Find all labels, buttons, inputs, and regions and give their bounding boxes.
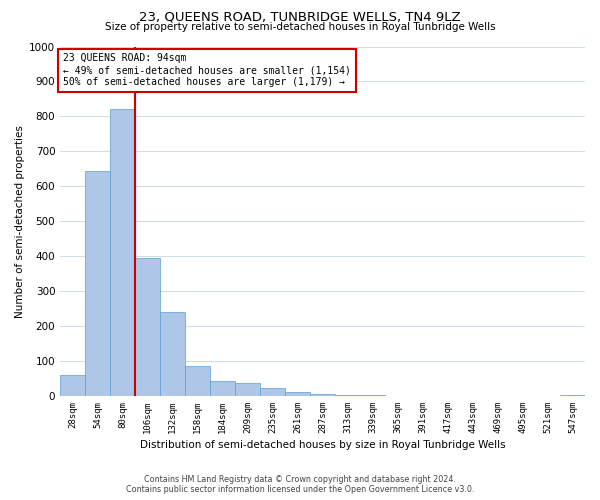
Bar [60, 375, 85, 396]
Bar [360, 395, 385, 396]
Bar [235, 383, 260, 396]
Text: 23, QUEENS ROAD, TUNBRIDGE WELLS, TN4 9LZ: 23, QUEENS ROAD, TUNBRIDGE WELLS, TN4 9L… [139, 11, 461, 24]
Bar [185, 366, 210, 396]
Bar [285, 392, 310, 396]
Bar [110, 110, 135, 396]
Bar [210, 382, 235, 396]
Bar [85, 170, 110, 396]
Text: 23 QUEENS ROAD: 94sqm
← 49% of semi-detached houses are smaller (1,154)
50% of s: 23 QUEENS ROAD: 94sqm ← 49% of semi-deta… [63, 54, 350, 86]
Bar [135, 258, 160, 396]
Bar [260, 388, 285, 396]
Bar [335, 394, 360, 396]
Text: Size of property relative to semi-detached houses in Royal Tunbridge Wells: Size of property relative to semi-detach… [104, 22, 496, 32]
Y-axis label: Number of semi-detached properties: Number of semi-detached properties [15, 125, 25, 318]
Bar [160, 312, 185, 396]
Bar [560, 395, 585, 396]
Bar [310, 394, 335, 396]
X-axis label: Distribution of semi-detached houses by size in Royal Tunbridge Wells: Distribution of semi-detached houses by … [140, 440, 505, 450]
Text: Contains HM Land Registry data © Crown copyright and database right 2024.
Contai: Contains HM Land Registry data © Crown c… [126, 474, 474, 494]
